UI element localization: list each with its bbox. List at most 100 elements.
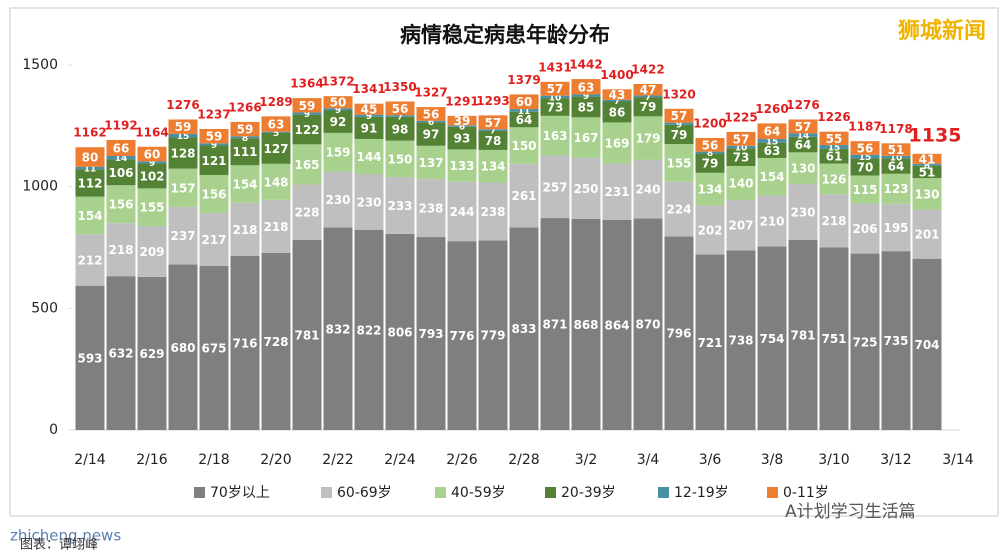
y-tick-label: 1500 bbox=[22, 57, 58, 73]
bar-segment bbox=[354, 116, 384, 139]
bar-segment bbox=[912, 258, 942, 430]
bar-segment bbox=[168, 133, 198, 138]
segment-label: 126 bbox=[821, 172, 846, 186]
bar-segment bbox=[912, 209, 942, 259]
bar-segment bbox=[261, 116, 291, 132]
bar-segment bbox=[540, 115, 570, 156]
segment-label: 716 bbox=[232, 336, 257, 350]
segment-label: 59 bbox=[175, 120, 192, 134]
segment-label: 11 bbox=[84, 165, 97, 175]
bar-segment bbox=[757, 246, 787, 430]
legend-label: 0-11岁 bbox=[783, 485, 829, 501]
bar-segment bbox=[199, 174, 229, 213]
bar-segment bbox=[292, 184, 322, 240]
segment-label: 102 bbox=[139, 169, 164, 183]
segment-label: 115 bbox=[852, 183, 877, 197]
segment-label: 209 bbox=[139, 245, 164, 259]
y-tick-label: 1000 bbox=[22, 179, 58, 195]
bar-segment bbox=[106, 139, 136, 157]
bar-segment bbox=[447, 115, 477, 126]
segment-label: 80 bbox=[82, 150, 99, 164]
bar-segment bbox=[571, 94, 601, 97]
bar-segment bbox=[540, 98, 570, 116]
legend-swatch bbox=[767, 487, 778, 498]
bar-segment bbox=[602, 219, 632, 430]
segment-label: 9 bbox=[211, 141, 217, 151]
segment-label: 212 bbox=[77, 253, 102, 267]
segment-label: 150 bbox=[511, 139, 536, 153]
segment-label: 78 bbox=[485, 134, 502, 148]
bar-segment bbox=[540, 155, 570, 219]
segment-label: 79 bbox=[671, 128, 688, 142]
bar-segment bbox=[230, 255, 260, 430]
bar-segment bbox=[850, 154, 880, 159]
bar-segment bbox=[106, 223, 136, 277]
bar-segment bbox=[912, 178, 942, 210]
bar-segment bbox=[385, 177, 415, 234]
segment-label: 8 bbox=[924, 161, 930, 171]
segment-label: 85 bbox=[578, 100, 595, 114]
segment-label: 73 bbox=[733, 151, 750, 165]
credit: 图表：谭翊峰 bbox=[20, 538, 98, 553]
bar-segment bbox=[106, 185, 136, 224]
segment-label: 47 bbox=[640, 83, 657, 97]
bar-segment bbox=[416, 237, 446, 430]
bar-segment bbox=[230, 165, 260, 203]
bar-segment bbox=[168, 137, 198, 169]
bar-segment bbox=[137, 163, 167, 189]
bar-segment bbox=[633, 218, 663, 430]
bar-segment bbox=[509, 111, 539, 128]
total-label: 1178 bbox=[879, 122, 912, 136]
total-label: 1237 bbox=[197, 107, 230, 121]
segment-label: 218 bbox=[821, 214, 846, 228]
segment-label: 111 bbox=[232, 145, 257, 159]
segment-label: 51 bbox=[888, 143, 905, 157]
bar-segment bbox=[850, 253, 880, 430]
bar-segment bbox=[509, 109, 539, 112]
bar-segment bbox=[199, 128, 229, 144]
legend-swatch bbox=[545, 487, 556, 498]
bar-segment bbox=[75, 234, 105, 286]
bar-segment bbox=[540, 81, 570, 96]
segment-label: 218 bbox=[263, 220, 288, 234]
segment-label: 59 bbox=[206, 130, 223, 144]
bar-segment bbox=[261, 163, 291, 200]
segment-label: 244 bbox=[449, 205, 474, 219]
bar-segment bbox=[75, 285, 105, 430]
segment-label: 179 bbox=[635, 132, 660, 146]
segment-label: 157 bbox=[170, 181, 195, 195]
segment-label: 64 bbox=[764, 125, 781, 139]
bar-segment bbox=[292, 144, 322, 185]
segment-label: 725 bbox=[852, 335, 877, 349]
bar-segment bbox=[819, 148, 849, 164]
bar-segment bbox=[695, 254, 725, 430]
segment-label: 98 bbox=[392, 122, 409, 136]
total-label: 1187 bbox=[848, 120, 881, 134]
segment-label: 793 bbox=[418, 327, 443, 341]
bar-segment bbox=[850, 203, 880, 254]
bar-segment bbox=[757, 123, 787, 139]
segment-label: 154 bbox=[77, 209, 102, 223]
segment-label: 137 bbox=[418, 156, 443, 170]
segment-label: 240 bbox=[635, 183, 660, 197]
bar-segment bbox=[540, 218, 570, 430]
segment-label: 6 bbox=[459, 123, 465, 133]
bar-segment bbox=[509, 163, 539, 228]
bar-segment bbox=[633, 83, 663, 96]
segment-label: 60 bbox=[516, 95, 533, 109]
bar-segment bbox=[478, 149, 508, 183]
bar-segment bbox=[695, 151, 725, 154]
segment-label: 60 bbox=[144, 148, 161, 162]
watermark: 狮城新闻 bbox=[898, 18, 986, 44]
bar-segment bbox=[726, 148, 756, 166]
total-label: 1276 bbox=[166, 98, 199, 112]
bar-segment bbox=[137, 146, 167, 162]
total-label: 1289 bbox=[259, 95, 292, 109]
segment-label: 63 bbox=[268, 118, 285, 132]
segment-label: 871 bbox=[542, 318, 567, 332]
segment-label: 97 bbox=[423, 127, 440, 141]
bar-segment bbox=[633, 97, 663, 117]
segment-label: 169 bbox=[604, 136, 629, 150]
bar-segment bbox=[571, 96, 601, 118]
segment-label: 63 bbox=[764, 144, 781, 158]
